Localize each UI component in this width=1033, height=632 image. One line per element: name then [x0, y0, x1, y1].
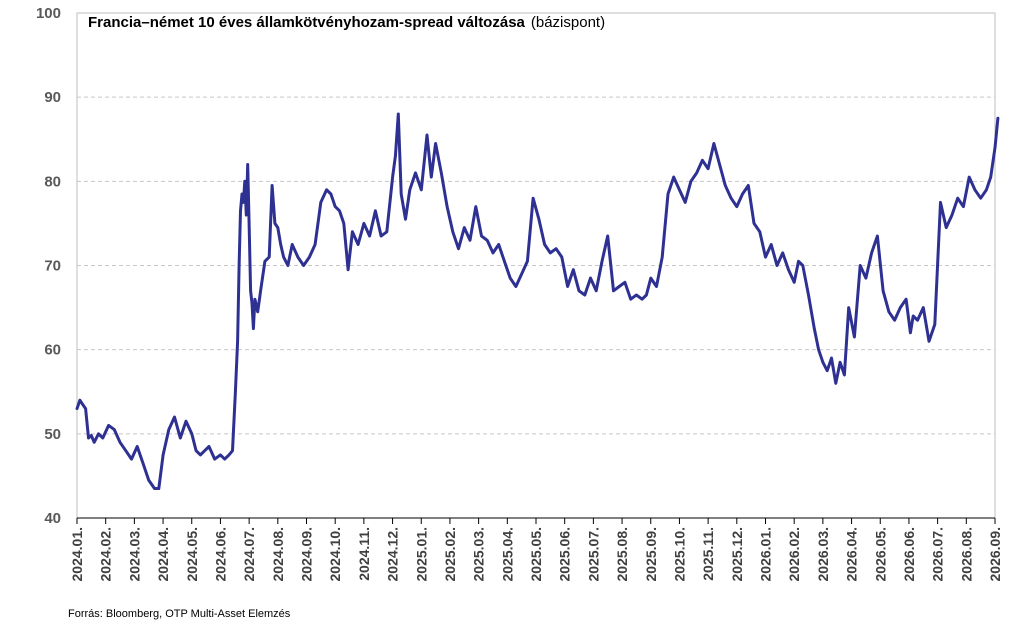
x-tick-label: 2026.05. — [872, 527, 888, 582]
y-tick-label: 70 — [44, 258, 61, 275]
y-tick-label: 100 — [36, 5, 61, 22]
x-tick-label: 2025.06. — [557, 527, 573, 582]
y-axis-ticks: 40 50 60 70 80 90 100 — [36, 5, 61, 527]
chart-title: Francia–német 10 éves államkötvényhozam-… — [88, 14, 525, 31]
x-tick-label: 2025.09. — [643, 527, 659, 582]
x-tick-label: 2025.05. — [528, 527, 544, 582]
x-tick-label: 2024.03. — [126, 527, 142, 582]
x-tick-label: 2025.07. — [585, 527, 601, 582]
x-tick-label: 2025.01. — [413, 527, 429, 582]
x-tick-label: 2026.02. — [786, 527, 802, 582]
x-tick-label: 2024.04. — [155, 527, 171, 582]
x-tick-label: 2024.10. — [327, 527, 343, 582]
y-tick-label: 60 — [44, 342, 61, 359]
x-tick-label: 2026.08. — [958, 527, 974, 582]
x-tick-label: 2024.05. — [184, 527, 200, 582]
y-tick-label: 80 — [44, 173, 61, 190]
spread-series-line — [75, 112, 1000, 490]
x-tick-label: 2026.06. — [901, 527, 917, 582]
x-tick-label: 2025.12. — [729, 527, 745, 582]
chart-title-block: Francia–német 10 éves államkötvényhozam-… — [88, 14, 605, 31]
x-tick-label: 2026.09. — [987, 527, 1003, 582]
x-tick-label: 2024.08. — [270, 527, 286, 582]
x-tick-label: 2024.02. — [98, 527, 114, 582]
source-note: Forrás: Bloomberg, OTP Multi-Asset Elemz… — [68, 608, 291, 620]
y-tick-label: 40 — [44, 510, 61, 527]
x-axis-ticks: 2024.01. 2024.02. 2024.03. 2024.04. 2024.05.… — [69, 518, 1003, 582]
x-tick-label: 2024.11. — [356, 527, 372, 581]
x-tick-label: 2026.03. — [815, 527, 831, 582]
x-tick-label: 2025.04. — [499, 527, 515, 582]
x-tick-label: 2024.06. — [212, 527, 228, 582]
x-tick-label: 2026.04. — [844, 527, 860, 582]
x-tick-label: 2025.02. — [442, 527, 458, 582]
gridlines — [77, 96, 995, 435]
x-tick-label: 2024.07. — [241, 527, 257, 582]
x-tick-label: 2025.11. — [700, 527, 716, 581]
x-tick-label: 2024.09. — [299, 527, 315, 582]
y-tick-label: 50 — [44, 426, 61, 443]
x-tick-label: 2024.01. — [69, 527, 85, 582]
y-tick-label: 90 — [44, 89, 61, 106]
chart-unit-label: (bázispont) — [530, 14, 606, 31]
x-tick-label: 2026.01. — [758, 527, 774, 582]
x-tick-label: 2026.07. — [930, 527, 946, 582]
x-tick-label: 2025.03. — [471, 527, 487, 582]
x-tick-label: 2025.10. — [671, 527, 687, 582]
x-tick-label: 2025.08. — [614, 527, 630, 582]
x-tick-label: 2024.12. — [385, 527, 401, 582]
